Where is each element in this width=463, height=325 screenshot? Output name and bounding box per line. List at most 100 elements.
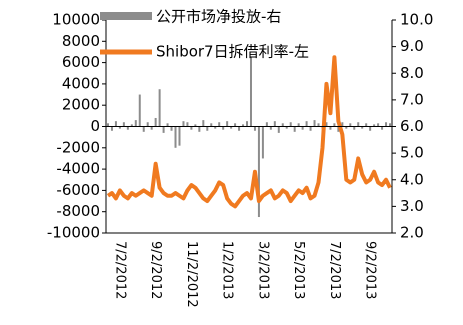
y2-tick-label: 9.0 [400,37,424,55]
y-tick-label: -10000 [47,224,100,242]
x-tick-label: 7/2/2012 [112,241,127,299]
bar [317,123,320,127]
bar [365,123,368,127]
y2-tick-label: 10.0 [400,11,433,29]
bar [198,126,201,132]
bar [301,126,304,130]
bar [234,123,237,127]
bar [222,126,225,130]
bar [218,122,221,127]
x-tick-group: 11/2/2012 [184,241,199,308]
y2-tick-label: 3.0 [400,197,424,215]
bar [357,122,360,127]
bar [194,124,197,127]
bar [162,126,165,133]
bar [242,124,245,127]
bar [373,124,376,127]
bar [329,126,332,130]
bar [285,126,288,129]
bar [146,122,149,127]
bar [186,122,189,127]
bar [210,123,213,127]
bar [230,126,233,129]
x-tick-group: 9/2/2012 [148,241,163,299]
bar [341,122,344,127]
bar [166,123,169,127]
bar [337,126,340,132]
y-tick-label: -8000 [56,202,100,220]
bar [377,123,380,127]
x-tick-label: 7/2/2013 [327,241,342,299]
x-tick-group: 7/2/2013 [327,241,342,299]
bar [257,126,260,218]
bar [214,126,217,129]
y2-tick-label: 5.0 [400,144,424,162]
bar [202,120,205,127]
bar [182,121,185,127]
legend-swatch [100,12,152,20]
line [106,55,392,209]
bar [361,126,364,129]
bar [154,117,157,127]
bar [253,126,256,131]
bar [297,123,300,127]
bar [385,122,388,127]
bar [281,123,284,127]
x-tick-group: 9/2/2013 [363,241,378,299]
x-tick-group: 1/2/2013 [220,241,235,299]
x-tick-label: 3/2/2013 [255,241,270,299]
bar [333,123,336,127]
y-tick-label: 6000 [62,53,100,71]
y-tick-label: 0 [90,117,100,135]
bar [273,121,276,127]
y-tick-label: 2000 [62,96,100,114]
bar [170,126,173,131]
bar [269,126,272,130]
bar [106,123,109,127]
bar [289,122,292,127]
y2-tick-label: 2.0 [400,224,424,242]
x-tick-label: 9/2/2013 [363,241,378,299]
bar [246,121,249,127]
bar [381,126,384,130]
y-tick-label: -2000 [56,138,100,156]
bar [206,126,209,131]
bar [114,121,117,127]
bar [130,124,133,127]
bar [158,89,161,127]
x-tick-group: 5/2/2013 [291,241,306,299]
bar [142,126,145,132]
bar [150,126,153,130]
bar [110,126,113,131]
bar [325,122,328,127]
bar [349,123,352,127]
x-tick-label: 9/2/2012 [148,241,163,299]
y2-tick-label: 7.0 [400,90,424,108]
bar [369,126,372,131]
bar [305,121,308,127]
bar [190,126,193,130]
x-tick-label: 11/2/2012 [184,241,199,308]
bar [249,57,252,127]
bar [238,126,241,131]
bar [174,126,177,148]
y-tick-label: 10000 [52,11,100,29]
bar [261,126,264,159]
y2-tick-label: 6.0 [400,117,424,135]
y2-tick-label: 8.0 [400,64,424,82]
bar [226,121,229,127]
bar [178,126,181,146]
bar [313,120,316,127]
bar [389,123,392,127]
x-tick-group: 7/2/2012 [112,241,127,299]
y-tick-label: -4000 [56,160,100,178]
bar [118,126,121,129]
legend-label: 公开市场净投放-右 [156,8,281,26]
bar [345,126,348,129]
bar [353,126,356,130]
x-tick-label: 5/2/2013 [291,241,306,299]
bar [277,126,280,133]
bar [134,120,137,127]
x-tick-label: 1/2/2013 [220,241,235,299]
